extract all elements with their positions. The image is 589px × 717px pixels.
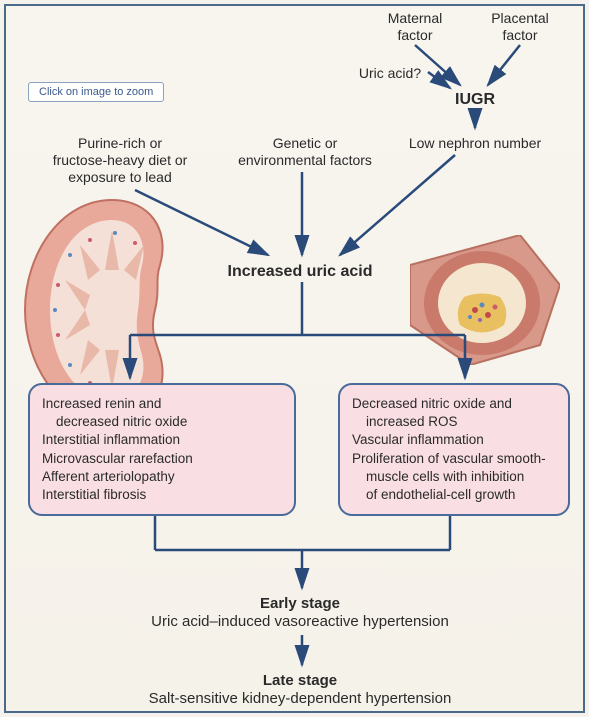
late-stage-title: Late stage [150, 672, 450, 690]
label-genetic: Genetic orenvironmental factors [225, 135, 385, 169]
kidney-effects-box: Increased renin and decreased nitric oxi… [28, 383, 296, 516]
right-l3b: muscle cells with inhibition [352, 468, 556, 486]
right-l3: Proliferation of vascular smooth- [352, 450, 556, 468]
early-stage-title: Early stage [150, 595, 450, 613]
right-l3c: of endothelial-cell growth [352, 486, 556, 504]
label-low-nephron: Low nephron number [395, 135, 555, 152]
left-l2: Interstitial inflammation [42, 431, 282, 449]
label-uric-q: Uric acid? [350, 65, 430, 82]
label-diet: Purine-rich orfructose-heavy diet orexpo… [40, 135, 200, 185]
right-l2: Vascular inflammation [352, 431, 556, 449]
zoom-button[interactable]: Click on image to zoom [28, 82, 164, 102]
right-l1b: increased ROS [352, 413, 556, 431]
vascular-effects-box: Decreased nitric oxide and increased ROS… [338, 383, 570, 516]
left-l5: Interstitial fibrosis [42, 486, 282, 504]
late-stage-sub: Salt-sensitive kidney-dependent hyperten… [110, 690, 490, 708]
right-l1: Decreased nitric oxide and [352, 395, 556, 413]
artery-illustration [410, 235, 560, 365]
label-maternal: Maternalfactor [375, 10, 455, 44]
label-placental: Placentalfactor [480, 10, 560, 44]
left-l4: Afferent arteriolopathy [42, 468, 282, 486]
left-l1b: decreased nitric oxide [42, 413, 282, 431]
label-increased-uric: Increased uric acid [215, 262, 385, 281]
left-l1: Increased renin and [42, 395, 282, 413]
left-l3: Microvascular rarefaction [42, 450, 282, 468]
early-stage-sub: Uric acid–induced vasoreactive hypertens… [110, 613, 490, 631]
label-iugr: IUGR [445, 90, 505, 109]
